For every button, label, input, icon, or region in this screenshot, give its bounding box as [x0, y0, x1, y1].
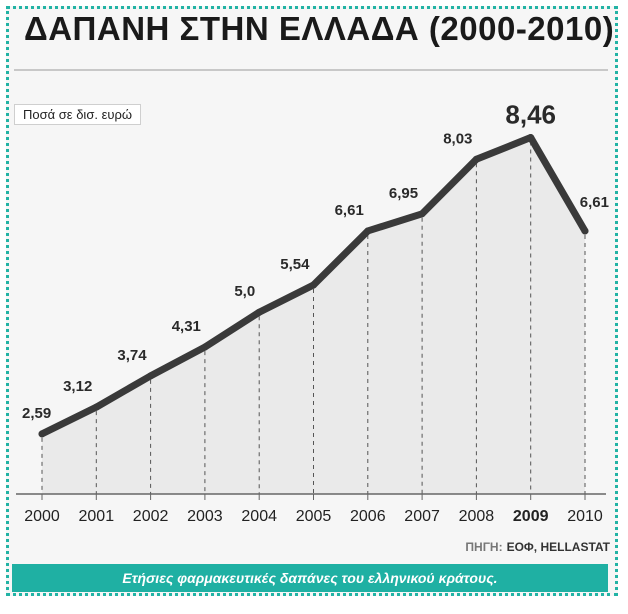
x-tick-label: 2002 [133, 508, 169, 525]
data-label: 3,12 [63, 378, 92, 395]
x-tick-label: 2006 [350, 508, 386, 525]
chart-title: ΔΑΠΑΝΗ ΣΤΗΝ ΕΛΛΑΔΑ (2000-2010) [24, 10, 615, 47]
x-tick-label: 2007 [404, 508, 440, 525]
data-label: 4,31 [172, 318, 201, 335]
data-label: 8,46 [505, 100, 556, 130]
data-label: 3,74 [117, 347, 147, 364]
unit-label: Ποσά σε δισ. ευρώ [14, 104, 142, 125]
data-point [147, 372, 155, 380]
x-tick-label: 2000 [24, 508, 60, 525]
data-label: 2,59 [22, 405, 51, 422]
data-label: 6,61 [335, 202, 364, 219]
x-tick-label: 2005 [296, 508, 332, 525]
x-tick-label: 2003 [187, 508, 223, 525]
x-tick-label: 2004 [241, 508, 277, 525]
data-label: 6,95 [389, 185, 418, 202]
data-point [527, 134, 535, 142]
data-point [201, 343, 209, 351]
data-label: 5,54 [280, 256, 310, 273]
data-point [92, 403, 100, 411]
data-point [255, 308, 263, 316]
x-tick-label: 2010 [567, 508, 603, 525]
data-point [472, 155, 480, 163]
caption-bar: Ετήσιες φαρμακευτικές δαπάνες του ελληνι… [12, 564, 608, 592]
source-text: ΕΟΦ, HELLASTAT [506, 540, 610, 554]
x-tick-label: 2008 [459, 508, 495, 525]
source-label: ΠΗΓΗ: [465, 540, 503, 554]
source-credit: ΠΗΓΗ: ΕΟΦ, HELLASTAT [465, 540, 610, 554]
data-point [418, 210, 426, 218]
data-point [310, 281, 317, 289]
data-point [38, 430, 46, 438]
data-point [364, 227, 372, 235]
data-label: 6,61 [580, 194, 609, 211]
data-label: 8,03 [443, 130, 472, 147]
x-tick-label: 2009 [513, 508, 549, 525]
x-tick-label: 2001 [79, 508, 115, 525]
data-label: 5,0 [234, 283, 255, 300]
data-point [581, 227, 589, 235]
